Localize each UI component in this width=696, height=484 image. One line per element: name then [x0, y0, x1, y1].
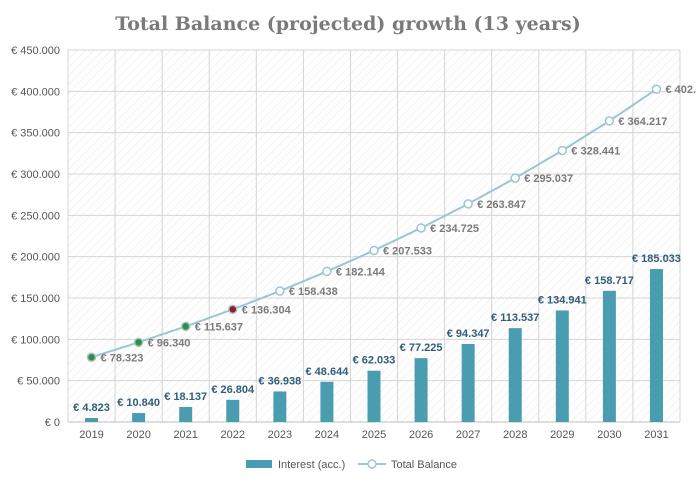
bar-interest	[649, 269, 663, 422]
y-tick-label: € 300.000	[11, 169, 60, 181]
bar-data-label: € 77.225	[400, 342, 443, 354]
x-tick-label: 2019	[79, 429, 103, 441]
x-tick-label: 2029	[550, 429, 574, 441]
bar-data-label: € 62.033	[353, 355, 396, 367]
legend-swatch-total-balance-marker	[367, 459, 377, 469]
point-data-label: € 182.144	[336, 266, 386, 278]
bar-interest	[508, 328, 522, 422]
y-tick-label: € 400.000	[11, 86, 60, 98]
x-axis: 2019 2020 2021 2022 2023 2024 2025 2026 2027 2028…	[68, 421, 680, 441]
bar-interest	[414, 358, 428, 422]
chart-title: Total Balance (projected) growth (13 yea…	[115, 13, 581, 35]
y-tick-label: € 450.000	[11, 45, 60, 57]
bar-interest	[179, 407, 193, 422]
plot-area	[68, 50, 680, 422]
gridlines	[67, 49, 681, 423]
y-tick-label: € 200.000	[11, 252, 60, 264]
x-tick-label: 2023	[268, 429, 292, 441]
point-data-label: € 402.533	[665, 84, 696, 96]
bar-data-label: € 36.938	[258, 375, 301, 387]
y-tick-label: € 0	[45, 417, 60, 429]
point-data-label: € 328.441	[571, 145, 620, 157]
point-total-balance	[651, 84, 662, 94]
point-total-balance	[416, 223, 426, 233]
bar-interest	[85, 418, 99, 422]
point-data-label: € 364.217	[618, 116, 667, 128]
point-total-balance	[133, 337, 144, 348]
x-tick-label: 2030	[597, 429, 621, 441]
point-total-balance	[86, 352, 97, 363]
point-total-balance	[275, 286, 285, 296]
y-tick-label: € 250.000	[11, 210, 60, 222]
interest-bars: € 4.823 € 10.840 € 18.137 € 26.804€ 36.938 €…	[73, 253, 681, 422]
bar-interest	[320, 381, 334, 422]
x-tick-label: 2020	[126, 429, 150, 441]
bar-data-label: € 158.717	[585, 275, 634, 287]
point-data-label: € 136.304	[242, 304, 292, 316]
point-data-label: € 234.725	[430, 223, 479, 235]
bar-interest	[273, 391, 287, 422]
x-tick-label: 2021	[173, 429, 197, 441]
point-total-balance	[369, 245, 379, 256]
point-data-label: € 115.637	[195, 321, 243, 333]
x-tick-label: 2022	[221, 429, 245, 441]
bar-data-label: € 26.804	[211, 384, 255, 396]
bar-data-label: € 185.033	[632, 253, 681, 265]
bar-data-label: € 4.823	[73, 402, 110, 414]
bar-interest	[226, 399, 240, 422]
x-tick-label: 2027	[456, 429, 480, 441]
bar-data-label: € 48.644	[306, 366, 350, 378]
x-tick-label: 2025	[362, 429, 386, 441]
point-total-balance	[180, 321, 191, 332]
bar-interest	[132, 413, 146, 422]
total-balance-line: € 78.323 € 96.340 € 115.637 € 136.304 € 158.…	[86, 84, 696, 364]
point-total-balance	[228, 304, 238, 315]
point-total-balance	[604, 116, 615, 126]
point-total-balance	[557, 145, 568, 156]
x-tick-label: 2024	[315, 429, 339, 441]
y-tick-label: € 50.000	[17, 376, 60, 388]
x-tick-label: 2031	[644, 429, 668, 441]
bar-data-label: € 94.347	[447, 328, 490, 340]
bar-data-label: € 10.840	[117, 397, 160, 409]
point-total-balance	[510, 173, 520, 183]
bar-interest	[555, 310, 569, 422]
point-data-label: € 96.340	[148, 337, 191, 349]
bar-data-label: € 113.537	[491, 312, 539, 324]
bar-data-label: € 134.941	[538, 294, 587, 306]
point-data-label: € 158.438	[289, 286, 338, 298]
y-axis: € 0 € 50.000 € 100.000 € 150.000 € 200.000 € …	[11, 45, 60, 429]
y-tick-label: € 350.000	[11, 128, 60, 140]
point-total-balance	[463, 199, 473, 209]
point-total-balance	[322, 266, 332, 277]
legend-label-total-balance: Total Balance	[391, 459, 457, 471]
point-data-label: € 78.323	[101, 352, 144, 364]
legend: Interest (acc.) Total Balance	[246, 459, 457, 471]
bar-interest	[461, 344, 475, 422]
x-tick-label: 2028	[503, 429, 527, 441]
y-tick-label: € 100.000	[11, 334, 60, 346]
point-data-label: € 263.847	[477, 199, 526, 211]
bar-interest	[602, 290, 616, 422]
bar-data-label: € 18.137	[164, 391, 207, 403]
legend-swatch-interest	[246, 460, 272, 468]
x-tick-label: 2026	[409, 429, 433, 441]
bar-interest	[367, 370, 381, 422]
legend-label-interest: Interest (acc.)	[278, 459, 345, 471]
y-tick-label: € 150.000	[11, 293, 60, 305]
point-data-label: € 295.037	[524, 173, 573, 185]
point-data-label: € 207.533	[383, 245, 432, 257]
